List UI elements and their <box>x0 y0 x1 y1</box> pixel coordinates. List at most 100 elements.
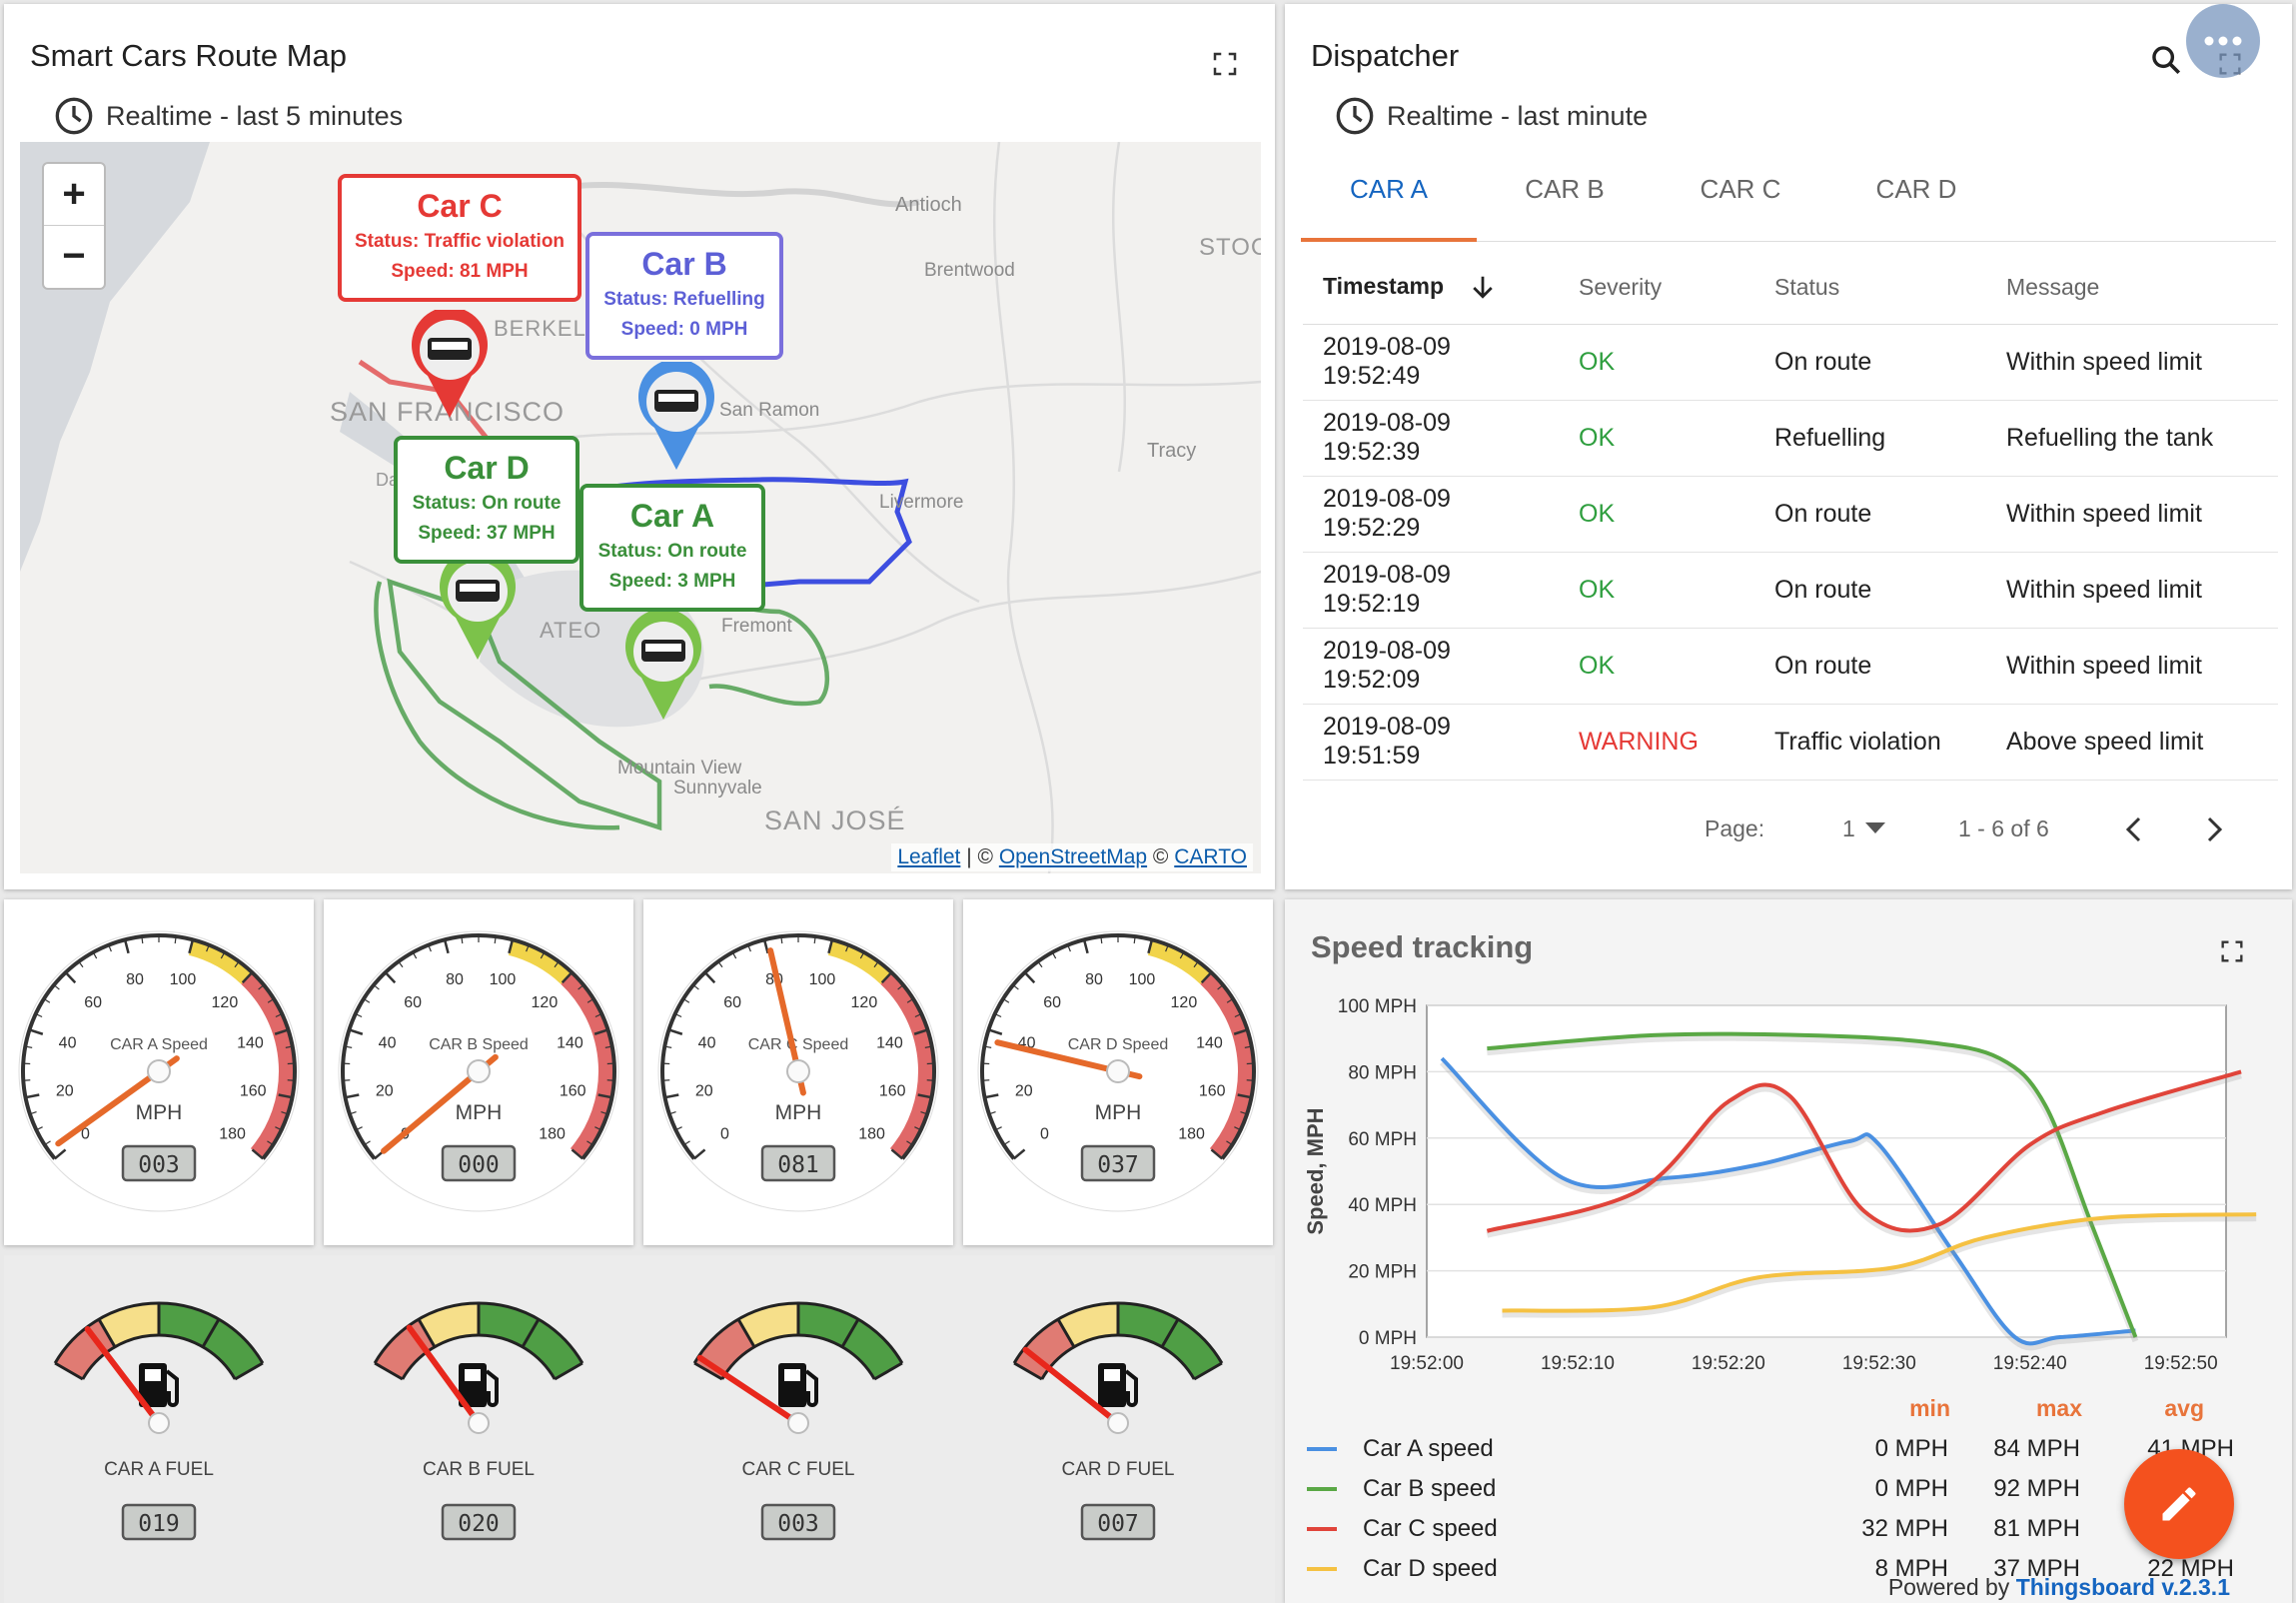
speed-tick-label: 180 <box>858 1126 885 1143</box>
row-date: 2019-08-09 <box>1323 637 1451 665</box>
speed-tick-label: 20 <box>1015 1083 1033 1100</box>
row-severity: OK <box>1579 423 1616 452</box>
fuel-pump-icon <box>459 1363 499 1407</box>
active-tab-indicator <box>1301 238 1477 242</box>
speed-tick-label: 140 <box>557 1035 583 1052</box>
more-menu-button[interactable] <box>2186 4 2260 78</box>
col-timestamp[interactable]: Timestamp <box>1303 252 1561 324</box>
dispatcher-tabs: CAR A CAR B CAR C CAR D <box>1301 156 2276 242</box>
edit-fab-button[interactable] <box>2124 1449 2234 1559</box>
row-status: Refuelling <box>1774 423 1886 452</box>
speed-gauge-card-d: 0 20 40 60 80 100 120 140 160 180 CAR D Speed MPH 03… <box>963 899 1273 1245</box>
table-header: Timestamp Severity Status Message <box>1303 252 2278 324</box>
fullscreen-icon[interactable] <box>2210 929 2254 973</box>
powered-by-label: Powered by <box>1887 1574 2010 1600</box>
car-d-marker[interactable] <box>438 552 518 662</box>
dispatcher-timewindow[interactable]: Realtime - last minute <box>1335 96 1648 136</box>
col-severity[interactable]: Severity <box>1579 274 1663 301</box>
legend-max-value: 37 MPH <box>1993 1555 2080 1582</box>
carto-link[interactable]: CARTO <box>1174 845 1247 868</box>
map-label-fremont: Fremont <box>721 616 792 637</box>
prev-page-button[interactable] <box>2112 807 2156 851</box>
legend-series-name: Car B speed <box>1363 1475 1497 1502</box>
x-tick-label: 19:52:30 <box>1842 1353 1916 1374</box>
row-time: 19:51:59 <box>1323 742 1421 770</box>
table-row[interactable]: 2019-08-09 19:52:39 OK Refuelling Refuell… <box>1303 400 2278 476</box>
table-row[interactable]: 2019-08-09 19:52:49 OK On route Within sp… <box>1303 324 2278 400</box>
tab-car-d[interactable]: CAR D <box>1875 174 1957 204</box>
dispatcher-card: Dispatcher Realtime - last minute CAR A … <box>1285 4 2292 889</box>
x-tick-label: 19:52:50 <box>2144 1353 2218 1374</box>
tab-car-a[interactable]: CAR A <box>1349 174 1429 204</box>
col-status[interactable]: Status <box>1774 274 1840 301</box>
row-severity: OK <box>1579 651 1616 680</box>
speed-tick-label: 60 <box>1043 994 1061 1011</box>
car-a-marker[interactable] <box>623 612 703 722</box>
speed-gauge-lcd <box>121 1144 197 1182</box>
clock-icon <box>1336 97 1374 135</box>
legend-item[interactable]: Car B speed 0 MPH 92 MPH <box>1285 1471 2292 1511</box>
speed-tick-label: 20 <box>376 1083 394 1100</box>
fuel-needle <box>1022 1346 1121 1426</box>
map-area[interactable]: Antioch Brentwood STOC BERKEL SAN FRANCI… <box>20 142 1261 873</box>
zoom-control: + − <box>42 162 106 290</box>
legend-min-value: 0 MPH <box>1874 1475 1948 1502</box>
car-a-name: Car A <box>629 498 715 534</box>
car-a-popup[interactable]: Car A Status: On route Speed: 3 MPH <box>579 484 765 612</box>
car-c-popup[interactable]: Car C Status: Traffic violation Speed: 8… <box>338 174 581 302</box>
map-timewindow[interactable]: Realtime - last 5 minutes <box>54 96 403 136</box>
legend-max-value: 92 MPH <box>1993 1475 2080 1502</box>
zoom-in-button[interactable]: + <box>44 164 104 226</box>
speed-tick-label: 80 <box>446 971 464 988</box>
col-message[interactable]: Message <box>2006 274 2100 301</box>
speed-tick-label: 120 <box>212 994 239 1011</box>
row-message: Within speed limit <box>2006 347 2202 376</box>
tab-car-c[interactable]: CAR C <box>1700 174 1781 204</box>
map-label-mountain-view: Mountain View <box>617 758 742 779</box>
legend-max-value: 81 MPH <box>1993 1515 2080 1542</box>
leaflet-link[interactable]: Leaflet <box>897 845 961 868</box>
y-tick-label: 0 MPH <box>1359 1328 1417 1349</box>
table-row[interactable]: 2019-08-09 19:51:59 WARNING Traffic viola… <box>1303 704 2278 780</box>
legend-item[interactable]: Car C speed 32 MPH 81 MPH <box>1285 1511 2292 1551</box>
legend-max-value: 84 MPH <box>1993 1435 2080 1462</box>
row-message: Within speed limit <box>2006 651 2202 680</box>
edit-pencil-icon <box>2162 1487 2196 1521</box>
x-tick-label: 19:52:10 <box>1541 1353 1615 1374</box>
speed-gauge-label: CAR A Speed <box>110 1036 208 1053</box>
car-b-status: Status: Refuelling <box>603 289 765 310</box>
car-b-marker[interactable] <box>636 362 716 472</box>
map-label-san-ramon: San Ramon <box>719 400 820 421</box>
table-row[interactable]: 2019-08-09 19:52:29 OK On route Within sp… <box>1303 476 2278 552</box>
fullscreen-icon[interactable] <box>1203 42 1247 86</box>
speed-tick-label: 20 <box>56 1083 74 1100</box>
arrow-down-icon <box>1473 276 1494 299</box>
legend-swatch <box>1307 1567 1337 1571</box>
speed-gauge-unit: MPH <box>775 1101 822 1124</box>
speed-tick-label: 180 <box>1178 1126 1205 1143</box>
car-d-popup[interactable]: Car D Status: On route Speed: 37 MPH <box>394 436 579 564</box>
speed-gauge-lcd <box>1080 1144 1156 1182</box>
dispatcher-title: Dispatcher <box>1311 38 1460 73</box>
zoom-out-button[interactable]: − <box>62 234 86 278</box>
osm-link[interactable]: OpenStreetMap <box>998 845 1148 868</box>
car-b-name: Car B <box>641 246 727 282</box>
speed-tick-label: 140 <box>876 1035 903 1052</box>
needle-hub <box>148 1412 170 1434</box>
speed-tick-label: 20 <box>695 1083 713 1100</box>
car-c-marker[interactable] <box>410 310 490 420</box>
speed-gauge-unit: MPH <box>456 1101 503 1124</box>
tab-car-b[interactable]: CAR B <box>1525 174 1605 204</box>
next-page-button[interactable] <box>2192 807 2236 851</box>
legend-swatch <box>1307 1487 1337 1491</box>
speed-tracking-card: Speed tracking 0 MPH 20 MPH 40 MPH 60 MPH 80… <box>1285 899 2292 1603</box>
row-severity: OK <box>1579 347 1616 376</box>
table-row[interactable]: 2019-08-09 19:52:09 OK On route Within sp… <box>1303 628 2278 704</box>
thingsboard-link[interactable]: Thingsboard v.2.3.1 <box>2015 1574 2230 1600</box>
y-tick-label: 20 MPH <box>1348 1262 1417 1283</box>
table-row[interactable]: 2019-08-09 19:52:19 OK On route Within sp… <box>1303 552 2278 628</box>
search-icon[interactable] <box>2144 38 2188 82</box>
page-select[interactable]: 1 <box>1842 811 1902 845</box>
legend-item[interactable]: Car D speed 8 MPH 37 MPH 22 MPH <box>1285 1551 2292 1591</box>
car-b-popup[interactable]: Car B Status: Refuelling Speed: 0 MPH <box>585 232 783 360</box>
